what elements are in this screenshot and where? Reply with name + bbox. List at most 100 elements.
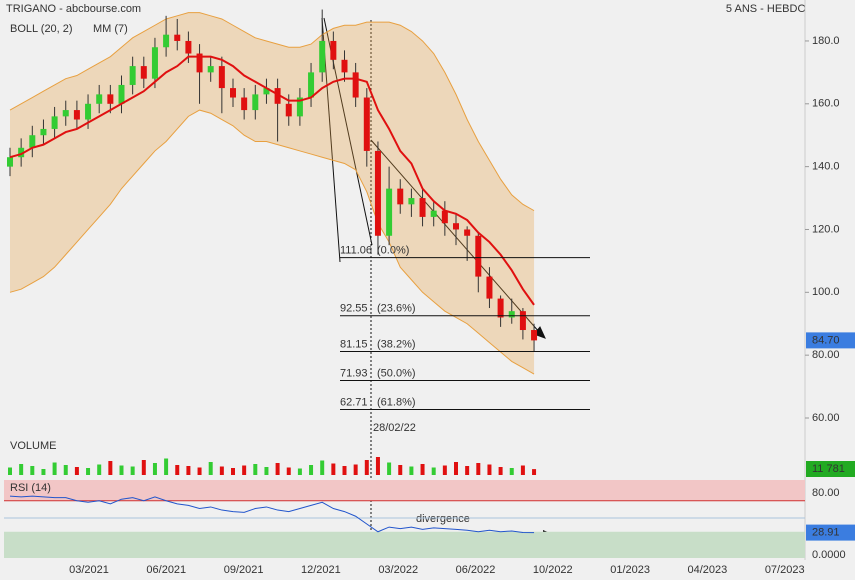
candle-body (531, 330, 538, 341)
y-tick-label: 100.0 (812, 286, 840, 298)
candle-body (40, 128, 47, 136)
fib-value: 81.15 (340, 338, 368, 350)
rsi-zone-high (4, 480, 805, 501)
volume-bar (108, 461, 113, 475)
rsi-line (9, 495, 535, 534)
volume-bar (509, 468, 514, 475)
x-tick-label: 01/2023 (610, 564, 650, 576)
x-tick-label: 09/2021 (224, 564, 264, 576)
fib-value: 92.55 (340, 303, 368, 315)
volume-title: VOLUME (10, 440, 56, 452)
candle-body (363, 97, 370, 151)
x-tick-label: 12/2021 (301, 564, 341, 576)
candle-body (73, 110, 80, 120)
legend-boll: BOLL (20, 2) (10, 23, 73, 35)
candle-body (129, 66, 136, 85)
candle-body (7, 157, 13, 167)
x-tick-label: 06/2022 (456, 564, 496, 576)
x-tick-label: 07/2023 (765, 564, 805, 576)
volume-bar (52, 462, 57, 475)
volume-bar (487, 464, 492, 475)
volume-bar (454, 462, 458, 475)
x-tick-label: 10/2022 (533, 564, 573, 576)
candle-body (430, 210, 437, 217)
y-tick-label: 140.0 (812, 161, 840, 173)
volume-bar (231, 468, 235, 475)
candle-body (18, 147, 25, 158)
fib-value: 71.93 (340, 367, 368, 379)
volume-bar (164, 458, 169, 475)
volume-bar (152, 463, 157, 475)
y-tick-label: 60.00 (812, 412, 840, 424)
volume-bar (186, 466, 191, 475)
candle-body (218, 66, 225, 89)
candle-body (241, 97, 248, 111)
candle-body (352, 72, 359, 98)
volume-bar (63, 465, 68, 475)
candle-body (62, 110, 69, 117)
volume-bar (375, 457, 380, 475)
candle-body (107, 94, 114, 104)
candle-body (319, 40, 326, 73)
volume-bar (398, 465, 403, 475)
volume-bar (97, 464, 102, 475)
volume-bar (197, 467, 202, 475)
volume-bar (41, 469, 46, 475)
volume-bar (242, 465, 247, 475)
y-tick-label: 80.00 (812, 349, 840, 361)
candle-body (397, 188, 404, 205)
rsi-tick-label: 0.0000 (812, 549, 846, 561)
fib-value: 111.06 (340, 244, 372, 256)
rsi-tick-label: 80.00 (812, 487, 840, 499)
volume-bar (420, 464, 425, 475)
candle-body (308, 72, 315, 98)
volume-bar (409, 466, 414, 475)
candle-body (51, 116, 58, 129)
candle-body (408, 198, 415, 205)
volume-bar (297, 468, 302, 475)
candle-body (497, 298, 504, 318)
candle-body (118, 84, 125, 104)
candle-body (85, 103, 92, 120)
volume-bar (476, 463, 481, 475)
y-tick-label: 180.0 (812, 35, 840, 47)
candle-body (296, 97, 303, 117)
volume-bar (208, 462, 213, 475)
candle-body (441, 210, 448, 224)
volume-bar (442, 465, 447, 475)
volume-box (806, 461, 855, 477)
rsi-box (806, 524, 855, 541)
candle-body (29, 135, 36, 148)
rsi-zone-low (4, 531, 805, 558)
fib-date: 28/02/22 (373, 422, 416, 434)
candle-body (453, 223, 459, 230)
volume-bar (320, 460, 325, 475)
fib-label: (50.0%) (377, 367, 416, 379)
fib-label: (38.2%) (377, 338, 416, 350)
volume-bar (342, 466, 347, 475)
candle-body (519, 311, 526, 331)
candle-body (163, 34, 170, 48)
last-price-label: 84.70 (812, 334, 840, 346)
candle-body (252, 94, 259, 111)
period: 5 ANS - HEBDO (726, 3, 807, 15)
chart-title: TRIGANO - abcbourse.com (6, 3, 141, 15)
rsi-last-label: 28.91 (812, 527, 840, 539)
volume-bar (275, 463, 280, 475)
x-tick-label: 04/2023 (688, 564, 728, 576)
volume-last-label: 11 781 (812, 463, 845, 475)
candle-body (140, 66, 147, 79)
rsi-title: RSI (14) (10, 482, 51, 494)
volume-bar (74, 467, 79, 475)
volume-bar (141, 460, 146, 475)
fib-value: 62.71 (340, 396, 368, 408)
y-tick-label: 160.0 (812, 98, 840, 110)
volume-bar (264, 467, 269, 475)
candle-body (486, 276, 493, 299)
y-tick-label: 120.0 (812, 223, 840, 235)
candle-body (386, 188, 393, 236)
candle-body (96, 94, 103, 104)
candle-body (285, 103, 292, 117)
volume-bar (219, 466, 224, 475)
